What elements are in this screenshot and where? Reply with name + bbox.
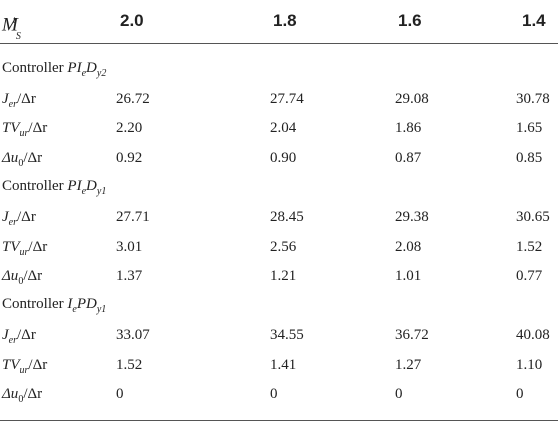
table-row: TVur/Δr 3.01 2.56 2.08 1.52 [0,232,558,262]
table-cell: 28.45 [270,209,304,225]
table-cell: 0.92 [116,150,143,166]
table-cell: 0 [116,386,124,402]
table-cell: 40.08 [516,327,550,343]
table-cell: 29.08 [395,91,429,107]
table-row: Δu0/Δr 0 0 0 0 [0,379,558,409]
table-cell: 1.41 [270,357,297,373]
table-cell: 2.20 [116,120,143,136]
table-row: Δu0/Δr 0.92 0.90 0.87 0.85 [0,143,558,173]
header-col-2: 1.8 [273,11,297,30]
row-label: TVur/Δr [2,239,48,258]
row-label: Jer/Δr [2,327,36,346]
row-label: Δu0/Δr [2,150,43,169]
table-cell: 1.52 [116,357,143,373]
table-row: Δu0/Δr 1.37 1.21 1.01 0.77 [0,261,558,291]
table-cell: 1.86 [395,120,422,136]
table-cell: 2.08 [395,239,422,255]
group-title-2: Controller PIeDy1 [0,171,558,201]
row-label: Jer/Δr [2,209,36,228]
row-label: Jer/Δr [2,91,36,110]
group-title-text: Controller PIeDy1 [2,178,107,197]
table-cell: 0.87 [395,150,422,166]
header-rule [0,43,558,44]
table-cell: 0 [395,386,403,402]
header-col-1: 2.0 [120,11,144,30]
table-cell: 36.72 [395,327,429,343]
table-row: Jer/Δr 27.71 28.45 29.38 30.65 [0,202,558,232]
table-row: TVur/Δr 1.52 1.41 1.27 1.10 [0,350,558,380]
table-cell: 1.10 [516,357,543,373]
header-label: MSt [2,14,21,43]
table-cell: 0.77 [516,268,543,284]
row-label: Δu0/Δr [2,386,43,405]
table-cell: 34.55 [270,327,304,343]
row-label: TVur/Δr [2,357,48,376]
row-label: TVur/Δr [2,120,48,139]
table-cell: 0.90 [270,150,297,166]
table-cell: 1.21 [270,268,297,284]
group-title-text: Controller IePDy1 [2,296,107,315]
table-cell: 33.07 [116,327,150,343]
table-row: Jer/Δr 26.72 27.74 29.08 30.78 [0,84,558,114]
table-cell: 30.65 [516,209,550,225]
table-cell: 1.01 [395,268,422,284]
header-col-3: 1.6 [398,11,422,30]
row-label: Δu0/Δr [2,268,43,287]
table-cell: 0.85 [516,150,543,166]
table-cell: 1.65 [516,120,543,136]
group-title-text: Controller PIeDy2 [2,60,107,79]
table-cell: 26.72 [116,91,150,107]
table-row: TVur/Δr 2.20 2.04 1.86 1.65 [0,113,558,143]
table-cell: 2.56 [270,239,297,255]
table-cell: 30.78 [516,91,550,107]
table-row: Jer/Δr 33.07 34.55 36.72 40.08 [0,320,558,350]
table-cell: 0 [270,386,278,402]
group-title-3: Controller IePDy1 [0,289,558,319]
group-title-1: Controller PIeDy2 [0,53,558,83]
table-cell: 27.74 [270,91,304,107]
header-col-4: 1.4 [522,11,546,30]
table-cell: 1.37 [116,268,143,284]
header-row: MSt 2.0 1.8 1.6 1.4 [0,3,558,42]
table-cell: 29.38 [395,209,429,225]
table-cell: 3.01 [116,239,143,255]
table-cell: 1.27 [395,357,422,373]
bottom-rule [0,420,558,421]
table-cell: 1.52 [516,239,543,255]
table-cell: 2.04 [270,120,297,136]
table-cell: 27.71 [116,209,150,225]
table-cell: 0 [516,386,524,402]
